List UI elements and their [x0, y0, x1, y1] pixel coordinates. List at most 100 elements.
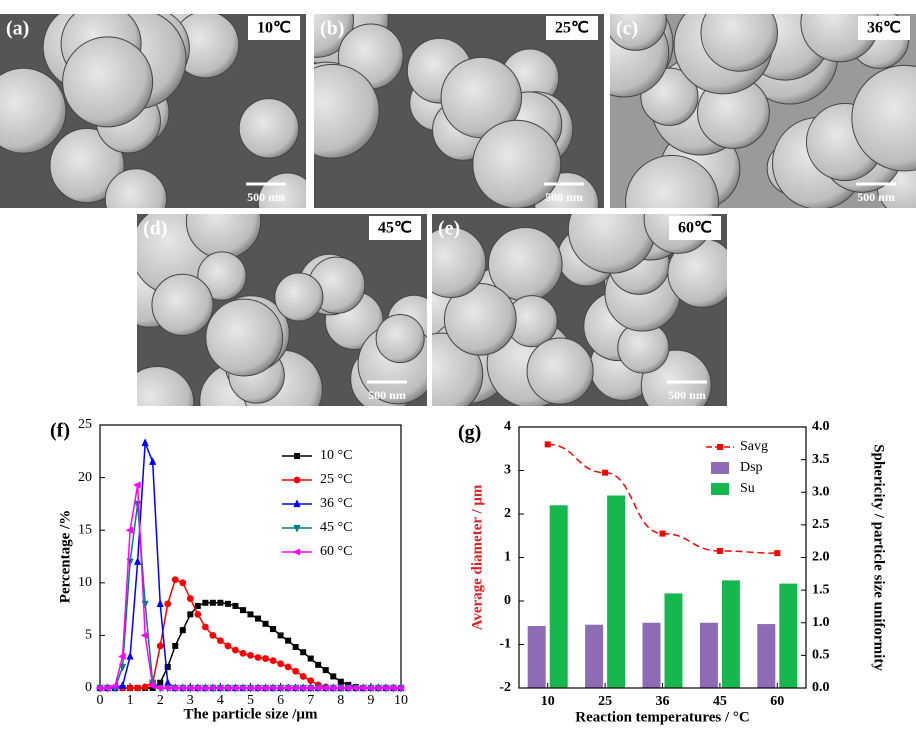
panel-label: (b) — [320, 18, 344, 40]
marker — [149, 457, 157, 465]
marker — [134, 500, 142, 509]
x-tick-label: 10 — [394, 693, 408, 708]
x-tick-label: 1 — [127, 693, 134, 708]
series-line — [547, 443, 778, 554]
marker — [141, 438, 149, 446]
marker — [247, 651, 254, 659]
marker — [343, 684, 352, 692]
bar — [699, 622, 718, 688]
scale-label: 500 nm — [545, 190, 583, 204]
marker — [217, 637, 224, 645]
marker — [194, 610, 202, 618]
marker — [262, 655, 269, 662]
x-tick-label: 2 — [157, 693, 164, 708]
panel-label: (g) — [458, 422, 481, 444]
y-tick-label: -2 — [499, 680, 511, 695]
marker — [223, 684, 232, 692]
y-axis-label: Average diameter / μm — [469, 484, 485, 630]
y-tick-label: 1 — [504, 550, 511, 565]
y-tick-label: 5 — [85, 628, 92, 643]
particle — [432, 226, 487, 299]
marker — [141, 683, 149, 691]
marker — [155, 684, 164, 692]
temperature: 45℃ — [378, 220, 412, 237]
panel-label: (d) — [143, 218, 167, 240]
scale-label: 500 nm — [247, 190, 285, 204]
y-tick-label: 15 — [78, 522, 92, 537]
marker — [200, 684, 209, 692]
plot-frame — [99, 424, 402, 689]
marker — [201, 623, 209, 631]
x-axis-label: Reaction temperatures / °C — [575, 709, 749, 725]
y2-tick-label: 3.0 — [812, 484, 830, 499]
marker — [194, 602, 201, 609]
y2-tick-label: 1.5 — [812, 582, 830, 597]
series-line — [100, 442, 401, 689]
temperature: 25℃ — [555, 20, 589, 37]
bar — [664, 593, 683, 688]
marker — [300, 649, 307, 656]
marker — [313, 684, 322, 692]
marker — [351, 684, 359, 692]
marker — [133, 481, 141, 489]
marker — [117, 652, 126, 661]
panel-label: (e) — [438, 218, 460, 240]
legend-label: Savg — [740, 439, 768, 454]
marker — [187, 611, 194, 618]
marker — [224, 600, 231, 607]
y2-tick-label: 1.0 — [812, 615, 830, 630]
marker — [179, 579, 187, 587]
x-axis-label: The particle size /μm — [184, 706, 318, 722]
temp-bg — [546, 16, 598, 40]
sem-image: (b) 25℃ 500 nm — [314, 14, 604, 208]
marker — [659, 530, 666, 537]
marker — [110, 682, 119, 690]
marker — [268, 684, 277, 692]
marker — [283, 684, 292, 692]
marker — [285, 637, 292, 644]
y2-axis-label: Sphericity / particle size uniformity — [871, 444, 887, 671]
marker — [774, 550, 781, 557]
y2-tick-label: 2.0 — [812, 550, 830, 565]
marker — [126, 684, 134, 692]
panel-label: (a) — [6, 18, 29, 40]
particle — [314, 63, 380, 159]
marker — [298, 684, 307, 692]
marker — [239, 649, 247, 657]
y2-tick-label: 4.0 — [812, 419, 830, 434]
bar — [585, 624, 604, 688]
marker — [307, 677, 315, 685]
marker — [148, 682, 156, 690]
marker — [322, 667, 329, 674]
y-tick-label: 4 — [504, 419, 511, 434]
marker — [292, 643, 299, 650]
y-tick-label: 10 — [78, 575, 92, 590]
marker — [202, 599, 209, 606]
bar — [779, 583, 798, 688]
marker — [292, 667, 300, 675]
x-tick-label: 7 — [307, 693, 314, 708]
marker — [156, 642, 164, 650]
legend-label: Su — [740, 481, 755, 496]
sem-image: (a) 10℃ 500 nm — [0, 14, 306, 208]
particle — [443, 282, 517, 356]
marker — [291, 684, 299, 692]
x-tick-label: 10 — [541, 694, 555, 709]
marker — [307, 655, 314, 662]
marker — [716, 547, 723, 554]
y-tick-label: -1 — [499, 637, 511, 652]
marker — [209, 599, 216, 606]
marker — [118, 681, 127, 689]
marker — [179, 627, 186, 634]
sem-image: (c) 36℃ 500 nm — [610, 14, 916, 208]
marker — [260, 684, 269, 692]
sem-content — [432, 214, 727, 406]
x-tick-label: 36 — [656, 694, 670, 709]
sem-content — [314, 14, 604, 208]
particle — [526, 337, 594, 405]
marker — [178, 684, 186, 692]
marker — [277, 632, 284, 639]
legend-label: 36 °C — [320, 496, 352, 511]
